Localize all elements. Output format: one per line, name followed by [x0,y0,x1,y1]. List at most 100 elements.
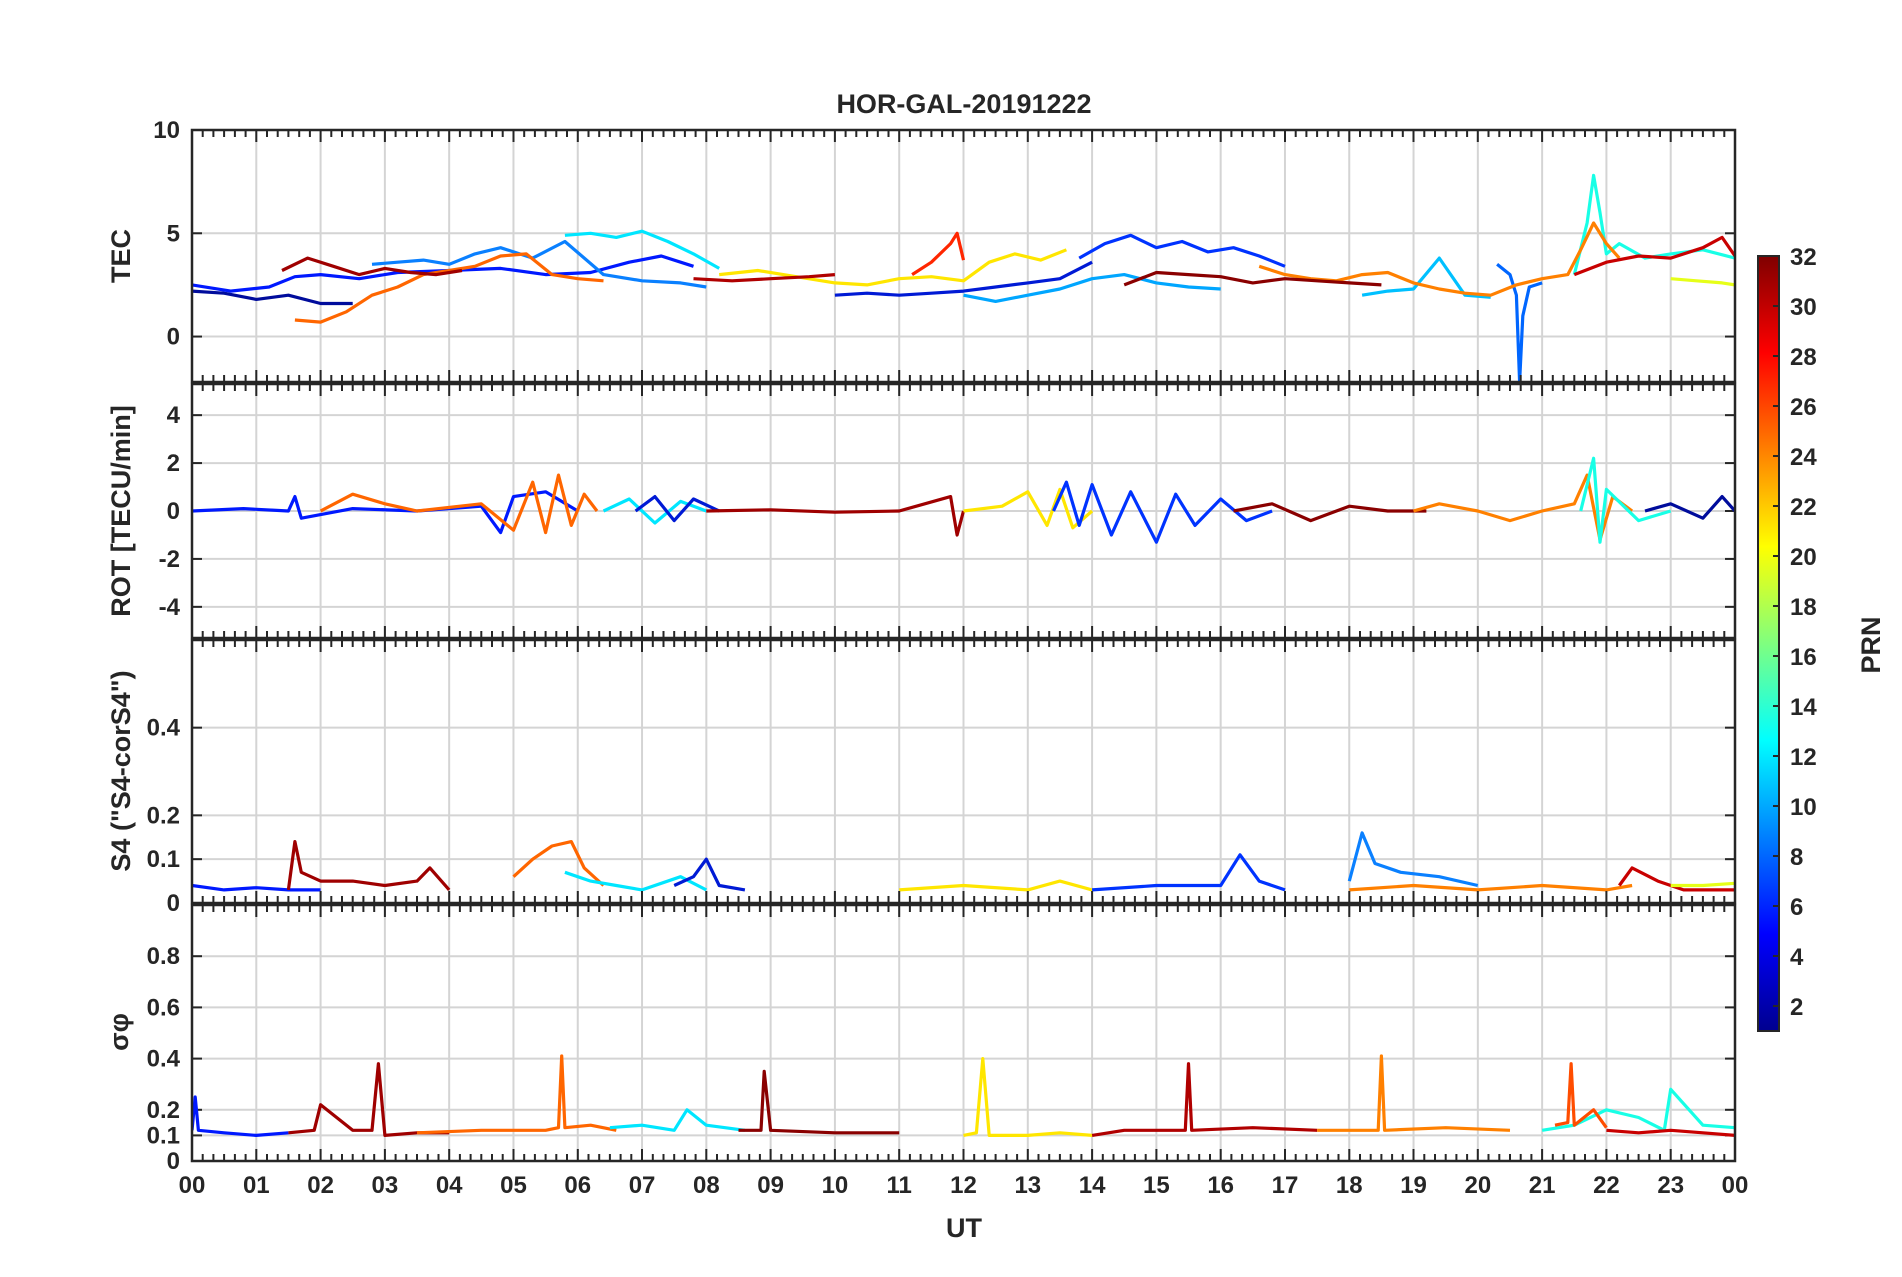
series-line-prn-2 [1644,495,1735,520]
x-tick-label: 17 [1272,1172,1299,1199]
series-line-prn-13 [1579,456,1672,544]
colorbar-tick-label: 20 [1790,544,1817,571]
series-line-prn-3 [834,260,1093,297]
y-tick-label: 0 [167,498,180,525]
x-tick-label: 03 [372,1172,399,1199]
colorbar-tick-label: 26 [1790,394,1817,421]
y-axis-label-tec: TEC [106,229,136,283]
colorbar-tick-label: 4 [1790,944,1804,971]
colorbar-tick-label: 24 [1790,444,1817,471]
x-tick-label: 20 [1464,1172,1491,1199]
series-line-prn-26 [911,231,966,276]
series-line-prn-19 [1670,881,1735,888]
y-tick-label: 0.2 [147,802,180,829]
series-line-prn-30 [693,273,836,283]
colorbar-tick-label: 2 [1790,994,1803,1021]
y-tick-label: 10 [153,117,180,144]
x-tick-labels: 00 01 02 03 04 05 06 07 08 09 10 11 12 13 14 15 16 17 18 19… [179,1172,1749,1199]
series-line-prn-5 [1052,480,1273,544]
colorbar-tick-label: 18 [1790,594,1817,621]
x-tick-label: 02 [307,1172,334,1199]
colorbar-tick-label: 32 [1790,244,1817,271]
colorbar-tick-label: 6 [1790,894,1803,921]
y-tick-label: 2 [167,450,180,477]
series-line-prn-24 [294,252,604,324]
y-tick-label: 0.1 [147,846,180,873]
colorbar-label: PRN [1856,616,1886,673]
y-tick-label: 0.4 [147,715,181,742]
x-tick-label: 13 [1014,1172,1041,1199]
series-line-prn-32 [738,1069,900,1135]
series-line-prn-7 [1496,263,1543,382]
series-line-prn-12 [609,1108,746,1132]
x-tick-label: 12 [950,1172,977,1199]
series-group [192,831,1735,892]
series-line-prn-32 [1233,502,1427,523]
colorbar-tick-label: 22 [1790,494,1817,521]
y-tick-label: -4 [159,594,181,621]
x-tick-label: 14 [1079,1172,1106,1199]
x-tick-label: 05 [500,1172,527,1199]
series-line-prn-31 [281,256,463,277]
x-axis-label: UT [946,1213,982,1243]
x-tick-label: 16 [1207,1172,1234,1199]
axes-frame [190,128,1737,384]
chart-title: HOR-GAL-20191222 [836,89,1091,119]
y-axis-label-rot: ROT [TECU/min] [106,405,136,616]
x-tick-label: 07 [629,1172,656,1199]
series-line-prn-29 [1573,235,1735,277]
x-tick-label: 21 [1529,1172,1556,1199]
y-tick-label: 0.6 [147,994,180,1021]
x-tick-label: 01 [243,1172,270,1199]
y-axis-label-sigma: σφ [104,1013,134,1051]
series-line-prn-20 [963,487,1094,530]
x-tick-label: 19 [1400,1172,1427,1199]
x-tick-label: 18 [1336,1172,1363,1199]
y-tick-label: 0 [167,890,180,917]
series-line-prn-23 [1349,883,1633,892]
series-line-prn-11 [1361,256,1491,299]
series-line-prn-20 [899,879,1093,892]
x-tick-label: 08 [693,1172,720,1199]
series-line-prn-31 [286,839,451,891]
series-line-prn-5 [1091,853,1286,892]
series-line-prn-4 [192,883,321,892]
series-line-prn-5 [1078,233,1286,268]
colorbar-tick-label: 14 [1790,694,1817,721]
x-tick-label: 11 [887,1172,912,1199]
panel-sigma: 00.10.2 0.4 0.6 0.8 σφ [104,903,1737,1175]
colorbar-frame [1757,255,1780,1032]
series-group [192,173,1735,382]
series-line-prn-31 [706,495,966,537]
series-line-prn-4 [192,254,694,293]
colorbar-tick-label: 10 [1790,794,1817,821]
y-tick-label: 0 [167,1148,180,1175]
x-tick-label: 00 [179,1172,206,1199]
y-tick-label: 0.8 [147,943,180,970]
series-line-prn-12 [564,229,720,270]
colorbar-tick-label: 8 [1790,844,1803,871]
y-tick-label: 0 [167,324,180,351]
series-line-prn-4 [192,490,579,535]
y-tick-label: 5 [167,220,180,247]
x-tick-label: 09 [757,1172,784,1199]
panel-rot: -4 -2 0 2 4 ROT [TECU/min] [106,382,1737,640]
x-tick-label: 10 [822,1172,849,1199]
colorbar-tick-label: 30 [1790,294,1817,321]
series-line-prn-3 [673,857,746,892]
y-tick-label: 0.2 [147,1097,180,1124]
y-tick-label: 0.1 [147,1122,180,1149]
colorbar-tick-label: 28 [1790,344,1817,371]
series-line-prn-9 [371,239,707,289]
series-line-prn-2 [192,289,353,306]
series-line-prn-20 [963,1056,1093,1138]
series-line-prn-20 [719,248,1067,287]
y-tick-label: 4 [167,402,181,429]
x-tick-label: 00 [1722,1172,1749,1199]
x-tick-label: 06 [564,1172,591,1199]
series-line-prn-29 [1606,1128,1735,1137]
colorbar-tick-label: 12 [1790,744,1817,771]
series-line-prn-3 [634,495,720,523]
series-line-prn-25 [1554,1062,1608,1129]
